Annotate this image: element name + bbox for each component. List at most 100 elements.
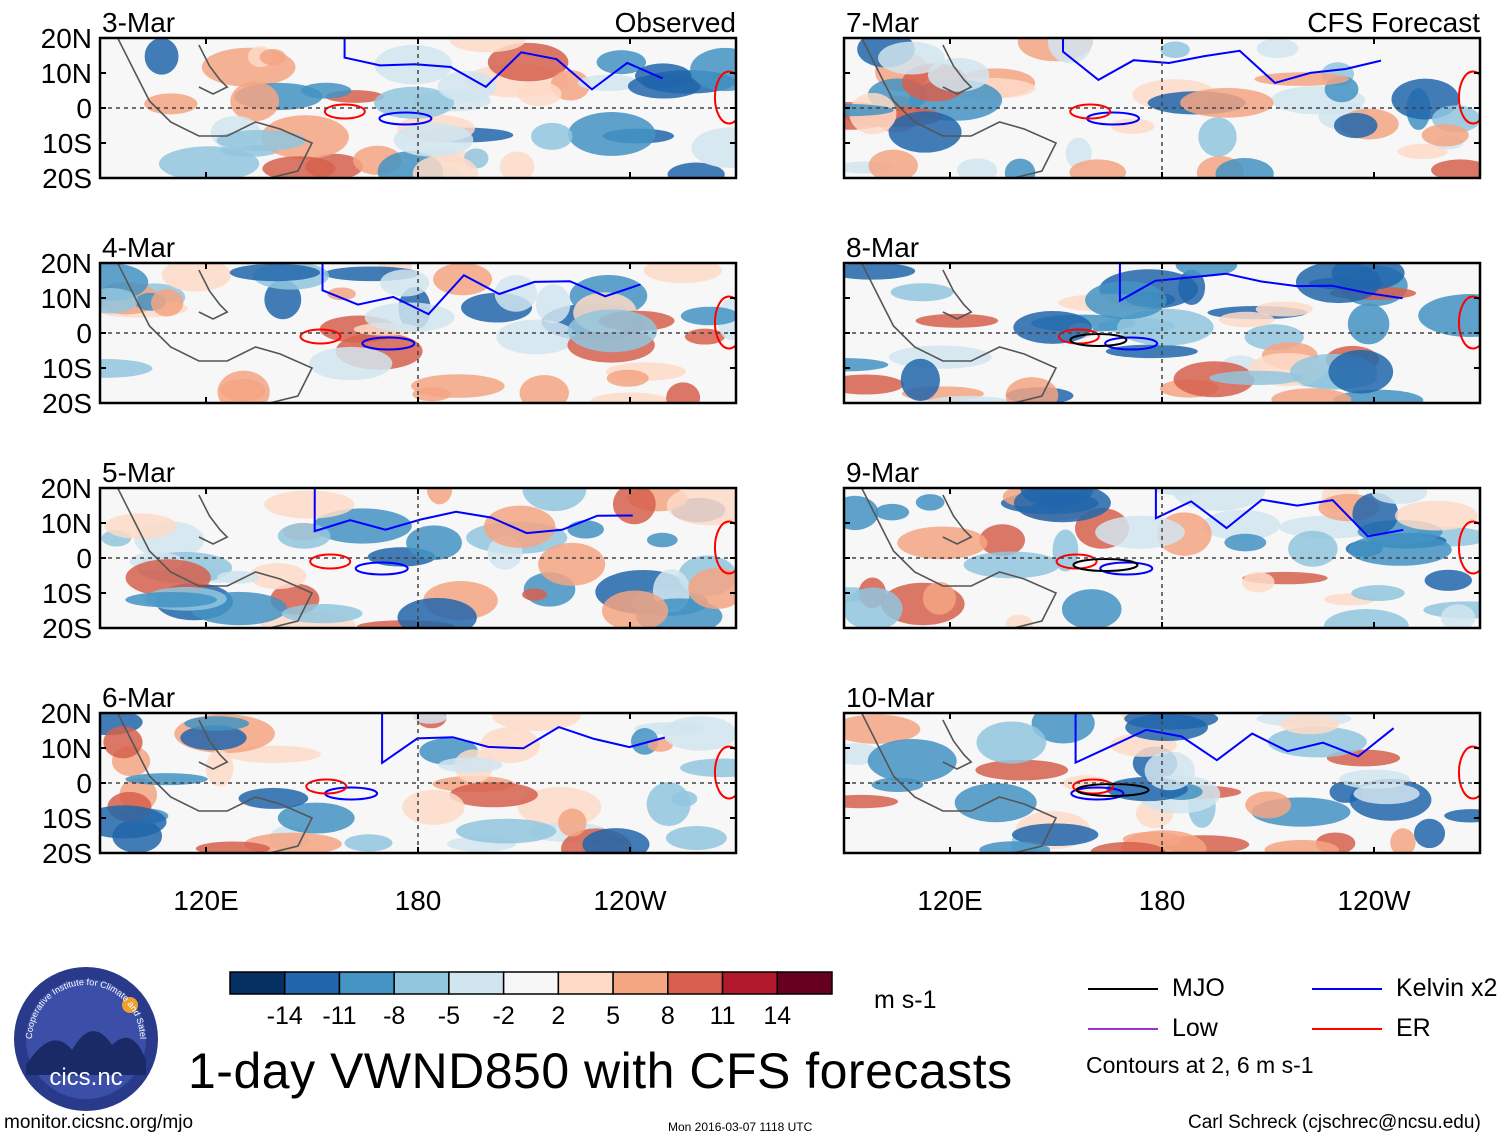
lat-tick-label: 20N [41, 23, 92, 54]
anomaly-blob [522, 488, 587, 512]
anomaly-blob [535, 284, 571, 324]
legend-label-mjo: MJO [1172, 974, 1225, 1002]
lat-tick-label: 0 [76, 93, 92, 124]
anomaly-blob [217, 370, 270, 403]
colorbar-label: 11 [710, 1002, 736, 1030]
anomaly-blob [1153, 488, 1206, 496]
coastline [116, 38, 314, 178]
er-contour [299, 328, 342, 345]
legend-item-kelvin: Kelvin x2 [1312, 974, 1497, 1003]
lat-tick-label: 20S [42, 388, 92, 419]
anomaly-blob [634, 63, 692, 89]
anomaly-blob [1395, 500, 1478, 531]
anomaly-blob [897, 526, 988, 560]
coastline [198, 269, 229, 320]
lat-tick-label: 10N [41, 58, 92, 89]
er-contour [1072, 778, 1115, 795]
anomaly-blob [596, 50, 647, 75]
column-header: CFS Forecast [1307, 7, 1480, 38]
kelvin-contour [1074, 713, 1395, 765]
coastline [860, 263, 1058, 403]
legend-line-kelvin [1312, 987, 1382, 990]
anomaly-blob [612, 488, 656, 525]
anomaly-shading [144, 38, 736, 178]
coastline [942, 269, 973, 320]
legend-line-mjo [1088, 987, 1158, 990]
anomaly-blob [125, 591, 217, 608]
legend-item-er: ER [1312, 1014, 1431, 1043]
anomaly-blob [100, 805, 167, 839]
lat-tick-label: 20N [41, 698, 92, 729]
anomaly-blob [195, 841, 270, 853]
kelvin-contour [343, 38, 664, 91]
anomaly-blob [1347, 303, 1390, 345]
er-contour [323, 103, 366, 120]
coastlines [116, 38, 314, 178]
anomaly-blob [1255, 301, 1313, 317]
anomaly-blob [890, 283, 954, 302]
anomaly-blob [1431, 159, 1480, 178]
anomaly-blob [646, 532, 678, 548]
anomaly-blob [1288, 530, 1338, 567]
anomaly-blob [1245, 791, 1292, 819]
mjo-contour [1072, 558, 1139, 572]
coastline [860, 488, 1058, 628]
er-contour [713, 520, 736, 575]
anomaly-blob [558, 808, 587, 837]
anomaly-blob [374, 86, 454, 119]
lat-tick-label: 0 [76, 543, 92, 574]
anomaly-blob [926, 395, 1011, 403]
colorbar-swatch [229, 971, 286, 995]
anomaly-blob [954, 783, 1037, 823]
anomaly-blob [1421, 124, 1469, 147]
anomaly-blob [433, 263, 493, 296]
anomaly-blob [104, 513, 177, 539]
anomaly-blob [393, 122, 474, 157]
lon-tick-label: 120W [593, 885, 667, 916]
anomaly-blob [1004, 158, 1036, 178]
anomaly-blob [1352, 492, 1399, 536]
coastline [116, 488, 314, 628]
er-contour [1457, 520, 1480, 575]
anomaly-blob [100, 287, 138, 314]
anomaly-blob [666, 825, 727, 851]
contours [309, 488, 736, 576]
anomaly-blob [1271, 388, 1352, 403]
kelvin-contour [321, 263, 641, 316]
anomaly-blob [1125, 713, 1208, 741]
kelvin-contour [361, 336, 416, 351]
anomaly-blob [1413, 818, 1446, 849]
anomaly-blob [1013, 311, 1092, 344]
map-panel-5-Mar: 20N 10N 0 10S 20S 5-Mar [41, 457, 738, 644]
lat-tick-label: 10N [41, 733, 92, 764]
map-panel-6-Mar: 20N 10N 0 10S 20S 6-Mar [41, 682, 738, 869]
anomaly-blob [1095, 515, 1185, 549]
anomaly-blob [1397, 143, 1448, 160]
anomaly-blob [1333, 112, 1378, 139]
anomaly-blob [1440, 604, 1476, 628]
map-panel-9-Mar: 9-Mar [842, 457, 1482, 630]
anomaly-blob [1011, 823, 1099, 847]
anomaly-blob [867, 739, 957, 783]
anomaly-blob [915, 494, 945, 511]
anomaly-blob [606, 369, 649, 387]
contours [1061, 38, 1480, 126]
coastlines [860, 263, 1058, 403]
anomaly-blob [643, 263, 722, 284]
anomaly-blob [538, 542, 606, 586]
kelvin-contour [381, 713, 666, 765]
anomaly-blob [249, 563, 307, 590]
colorbar-swatch [557, 971, 614, 995]
panel-date-label: 4-Mar [102, 232, 175, 263]
colorbar-label: -2 [493, 1002, 515, 1030]
lat-tick-label: 20S [42, 838, 92, 869]
anomaly-blob [844, 794, 899, 809]
anomaly-blob [1371, 488, 1428, 505]
footer-url[interactable]: monitor.cicsnc.org/mjo [4, 1112, 194, 1133]
anomaly-blob [309, 346, 393, 381]
colorbar-swatch [283, 971, 341, 995]
coastline [198, 494, 229, 545]
anomaly-blob [844, 358, 889, 372]
anomaly-shading [844, 263, 1480, 403]
anomaly-blob [878, 41, 945, 75]
